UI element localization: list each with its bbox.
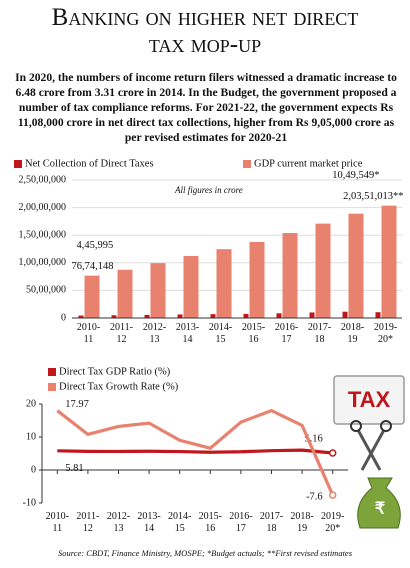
line [56,408,335,496]
bar [342,311,348,318]
intro: In 2020, the numbers of income return fi… [15,71,397,144]
scissors-handle [350,420,362,432]
scissors-blade [356,429,382,471]
x-tick-label: 2019-20* [374,322,397,345]
y-tick-label: 2,50,00,000 [19,174,67,185]
x-tick-label: 2011-12 [76,511,99,534]
y-tick-label: 2,00,00,000 [19,202,67,213]
money-bag [357,477,401,529]
y-tick-label: 10 [26,431,36,442]
x-tick-label: 2018-19 [341,322,364,345]
x-tick-label: 2016-17 [229,511,252,534]
bar [177,314,183,318]
bar [117,269,133,318]
bar [375,312,381,318]
y-tick-label: -10 [23,497,36,508]
value-label: 4,45,995 [77,240,114,251]
x-tick-label: 2014-15 [168,511,191,534]
x-tick-label: 2010-11 [77,322,100,345]
y-tick-label: 1,00,00,000 [19,257,67,268]
bar [183,255,199,318]
legend-swatch [243,160,251,168]
y-tick-label: 0 [31,464,36,475]
x-tick-label: 2012-13 [143,322,166,345]
bar [216,249,232,318]
y-tick-label: 0 [61,312,66,323]
bar [309,312,315,318]
x-tick-label: 2010-11 [46,511,69,534]
x-tick-label: 2016-17 [275,322,298,345]
value-label: 2,03,51,013** [343,191,403,202]
x-tick-label: 2012-13 [107,511,130,534]
bar [381,205,397,318]
source-note: Source: CBDT, Finance Ministry, MOSPE; *… [58,548,353,558]
x-tick-label: 2019-20* [321,511,344,534]
point-marker [328,449,337,457]
value-label: 10,49,549* [332,170,379,181]
x-tick-label: 2015-16 [242,322,265,345]
bar [210,314,216,318]
tax-placard [333,375,405,425]
value-label: 5.16 [304,433,322,444]
x-tick-label: 2014-15 [209,322,232,345]
x-tick-label: 2017-18 [308,322,331,345]
bar [348,213,364,318]
scissors-blade [360,429,386,471]
x-tick-label: 2015-16 [199,511,222,534]
legend-swatch [48,383,56,391]
headline: Banking on higher net direct tax mop-up [51,4,359,58]
bar [150,263,166,318]
legend-swatch [48,368,56,376]
note: All figures in crore [174,185,243,195]
y-tick-label: 1,50,00,000 [19,229,67,240]
x-tick-label: 2013-14 [137,511,160,534]
x-tick-label: 2011-12 [110,322,133,345]
bar [78,315,84,318]
legend-label: Net Collection of Direct Taxes [25,158,154,169]
line [57,448,333,455]
y-tick-label: 20 [26,398,36,409]
bar [243,313,249,318]
bar [111,315,117,318]
x-tick-label: 2017-18 [260,511,283,534]
bar [276,313,282,318]
legend-label: Direct Tax GDP Ratio (%) [59,366,171,377]
x-tick-label: 2018-19 [290,511,313,534]
bar [282,233,298,318]
legend-swatch [14,160,22,168]
bar [144,314,150,318]
legend-label: Direct Tax Growth Rate (%) [59,381,179,392]
point-marker [328,491,337,499]
tax-label: TAX [348,387,391,412]
y-tick-label: 50,00,000 [26,285,66,296]
bar [249,241,265,318]
x-tick-label: 2013-14 [176,322,199,345]
value-label: -7.6 [306,491,323,502]
bar [315,223,331,318]
rupee-sign: ₹ [375,501,385,518]
value-label: 76,74,148 [72,261,114,272]
legend-label: GDP current market price [254,158,363,169]
illustration: TAX ₹ [333,375,405,529]
bar [84,275,100,318]
value-label: 17.97 [65,399,89,410]
value-label: 5.81 [65,463,83,474]
scissors-handle [380,420,392,432]
